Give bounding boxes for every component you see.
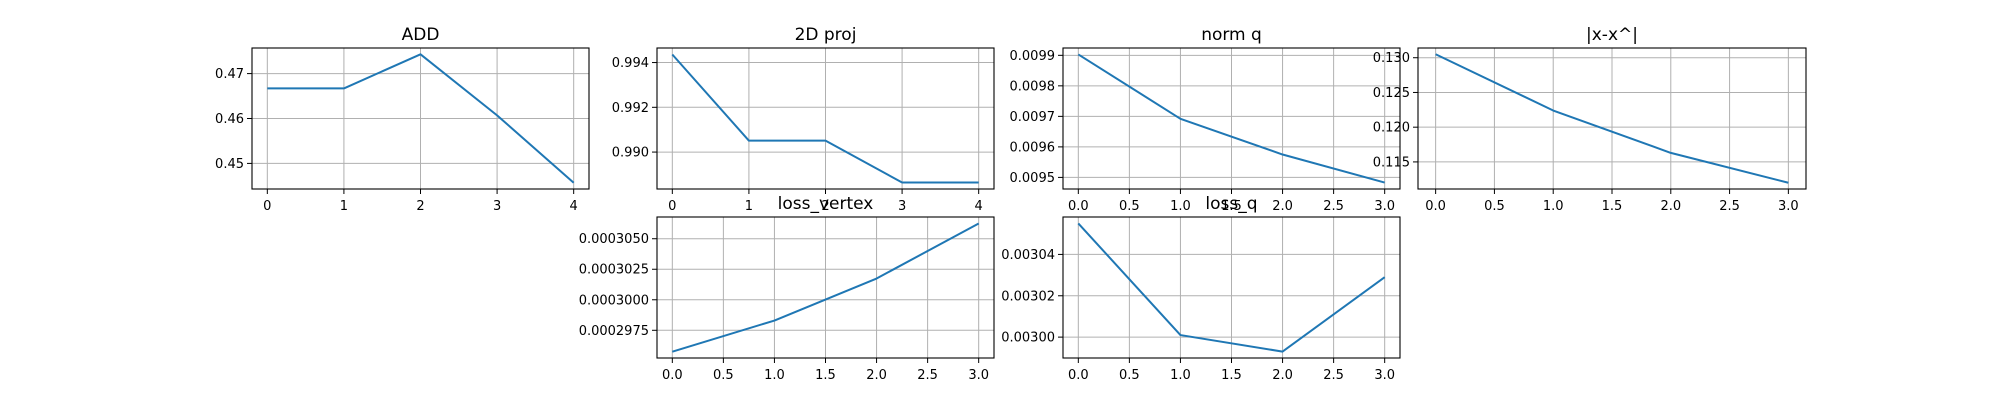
x-tick-label: 3.0 [1778,199,1799,214]
x-tick-label: 0.5 [1119,368,1140,383]
x-tick-label: 4 [570,199,578,214]
x-tick-label: 2.5 [1323,368,1344,383]
y-tick-label: 0.125 [1373,86,1410,101]
y-tick-label: 0.994 [612,56,649,71]
x-tick-label: 0.0 [1425,199,1446,214]
x-tick-label: 0.0 [1068,368,1089,383]
x-tick-label: 3 [493,199,501,214]
x-tick-label: 0.5 [1119,199,1140,214]
x-tick-label: 1.5 [1602,199,1623,214]
x-tick-label: 1.0 [1170,368,1191,383]
chart-title: loss_q [1205,194,1257,214]
x-tick-label: 0.5 [1484,199,1505,214]
subplot-5: 0.0 0.5 1.0 1.5 2.0 2.5 3.0 0.00300 0.00302 0.003… [1001,194,1401,383]
y-tick-label: 0.0095 [1010,171,1056,186]
chart-title: 2D proj [795,25,857,45]
y-tick-label: 0.120 [1373,121,1410,136]
y-tick-label: 0.0099 [1010,49,1056,64]
series-line [672,222,980,353]
y-tick-label: 0.990 [612,146,649,161]
x-tick-label: 1.5 [1221,199,1242,214]
x-tick-label: 1.5 [815,368,836,383]
x-tick-label: 2.0 [1272,368,1293,383]
y-tick-label: 0.45 [215,157,244,172]
x-tick-label: 3.0 [1374,368,1395,383]
x-tick-label: 3.0 [968,368,989,383]
y-tick-label: 0.00300 [1001,331,1055,346]
x-tick-label: 1.0 [1543,199,1564,214]
y-tick-label: 0.00302 [1001,289,1055,304]
y-tick-label: 0.0098 [1010,79,1056,94]
chart-title: ADD [402,25,440,45]
x-tick-label: 2.5 [917,368,938,383]
x-tick-label: 0.0 [662,368,683,383]
x-tick-label: 2.0 [866,368,887,383]
x-tick-label: 1.0 [764,368,785,383]
chart-title: norm q [1201,25,1262,45]
chart-title: |x-x^| [1586,25,1638,45]
x-tick-label: 2 [416,199,424,214]
subplot-1: 0 1 2 3 4 0.990 0.992 0.994 2D proj [612,25,995,214]
subplot-2: 0.0 0.5 1.0 1.5 2.0 2.5 3.0 0.0095 0.0096 0.0097 0… [1010,25,1401,214]
subplot-0: 0 1 2 3 4 0.45 0.46 0.47 ADD [215,25,590,214]
x-tick-label: 0 [668,199,676,214]
series-line [1077,222,1386,353]
chart-title: loss_vertex [778,194,874,214]
x-tick-label: 2.5 [1719,199,1740,214]
series-line [1077,53,1385,184]
y-tick-label: 0.992 [612,101,649,116]
x-tick-label: 2.5 [1323,199,1344,214]
y-tick-label: 0.0097 [1010,110,1056,125]
y-tick-label: 0.46 [215,112,244,127]
y-tick-label: 0.0096 [1010,140,1056,155]
subplot-4: 0.0 0.5 1.0 1.5 2.0 2.5 3.0 0.0002975 0.0003000 0… [579,194,995,383]
x-tick-label: 3.0 [1374,199,1395,214]
x-tick-label: 0.5 [713,368,734,383]
x-tick-label: 3 [898,199,906,214]
x-tick-label: 0 [263,199,271,214]
series-line [267,53,575,184]
subplot-3: 0.0 0.5 1.0 1.5 2.0 2.5 3.0 0.115 0.120 0.125 0.13… [1373,25,1807,214]
x-tick-label: 1.5 [1221,368,1242,383]
y-tick-label: 0.130 [1373,51,1410,66]
x-tick-label: 1 [340,199,348,214]
x-tick-label: 2.0 [1660,199,1681,214]
x-tick-label: 1 [745,199,753,214]
x-tick-label: 2.0 [1272,199,1293,214]
y-tick-label: 0.00304 [1001,248,1055,263]
y-tick-label: 0.47 [215,67,244,82]
x-tick-label: 2 [821,199,829,214]
y-tick-label: 0.0002975 [579,324,649,339]
y-tick-label: 0.0003025 [579,263,649,278]
y-tick-label: 0.0003050 [579,232,649,247]
series-line [1435,53,1789,184]
x-tick-label: 4 [975,199,983,214]
x-tick-label: 1.0 [1170,199,1191,214]
x-tick-label: 0.0 [1068,199,1089,214]
y-tick-label: 0.0003000 [579,293,649,308]
y-tick-label: 0.115 [1373,155,1410,170]
series-line [671,53,979,184]
